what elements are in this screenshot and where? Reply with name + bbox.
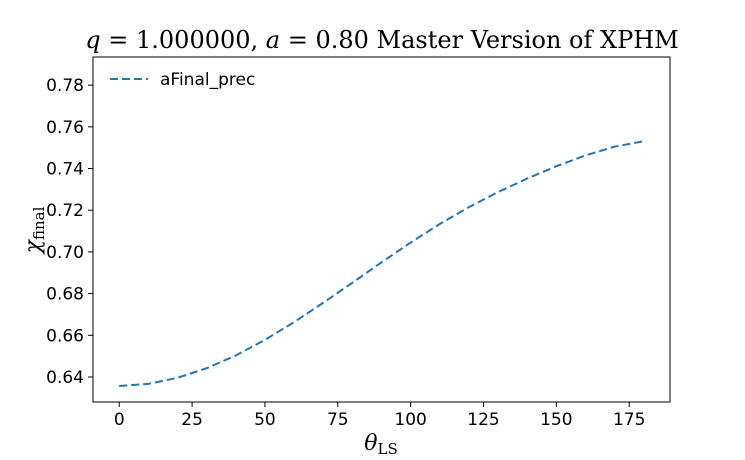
x-tick-label: 150 bbox=[540, 410, 572, 430]
x-tick-label: 100 bbox=[394, 410, 426, 430]
title-q-symbol: q bbox=[85, 26, 100, 54]
chart-title: q = 1.000000, a = 0.80 Master Version of… bbox=[85, 26, 678, 54]
x-axis-label: θLS bbox=[364, 431, 398, 458]
y-tick-label: 0.78 bbox=[46, 76, 84, 96]
y-tick-label: 0.74 bbox=[46, 160, 84, 180]
y-tick-label: 0.72 bbox=[46, 201, 84, 221]
y-axis-label-subscript: final bbox=[30, 206, 48, 240]
y-tick-label: 0.66 bbox=[46, 326, 84, 346]
x-tick-label: 175 bbox=[613, 410, 645, 430]
x-tick-label: 0 bbox=[114, 410, 125, 430]
y-tick-label: 0.64 bbox=[46, 368, 84, 388]
legend: aFinal_prec bbox=[110, 70, 255, 90]
x-axis-label-subscript: LS bbox=[378, 440, 398, 458]
x-tick-label: 25 bbox=[181, 410, 203, 430]
legend-label: aFinal_prec bbox=[160, 70, 255, 90]
x-tick-label: 125 bbox=[467, 410, 499, 430]
y-tick-label: 0.70 bbox=[46, 243, 84, 263]
title-a-value: 0.80 bbox=[315, 26, 368, 54]
y-axis-label-symbol: χ bbox=[21, 238, 46, 255]
x-axis-label-symbol: θ bbox=[364, 431, 377, 456]
title-a-symbol: a bbox=[266, 26, 280, 54]
x-tick-label: 50 bbox=[254, 410, 276, 430]
x-axis-ticks: 0 25 50 75 100 125 150 175 bbox=[114, 402, 645, 430]
y-tick-label: 0.68 bbox=[46, 285, 84, 305]
plot-line-layer bbox=[119, 140, 644, 387]
title-rest: Master Version of XPHM bbox=[377, 26, 679, 54]
series-line-aFinal_prec bbox=[119, 140, 644, 387]
y-axis-label: χfinal bbox=[21, 206, 48, 255]
title-q-value: 1.000000 bbox=[136, 26, 251, 54]
plot-frame bbox=[92, 56, 671, 403]
y-axis-ticks: 0.64 0.66 0.68 0.70 0.72 0.74 0.76 0.78 bbox=[46, 76, 93, 388]
x-tick-label: 75 bbox=[327, 410, 349, 430]
y-tick-label: 0.76 bbox=[46, 118, 84, 138]
